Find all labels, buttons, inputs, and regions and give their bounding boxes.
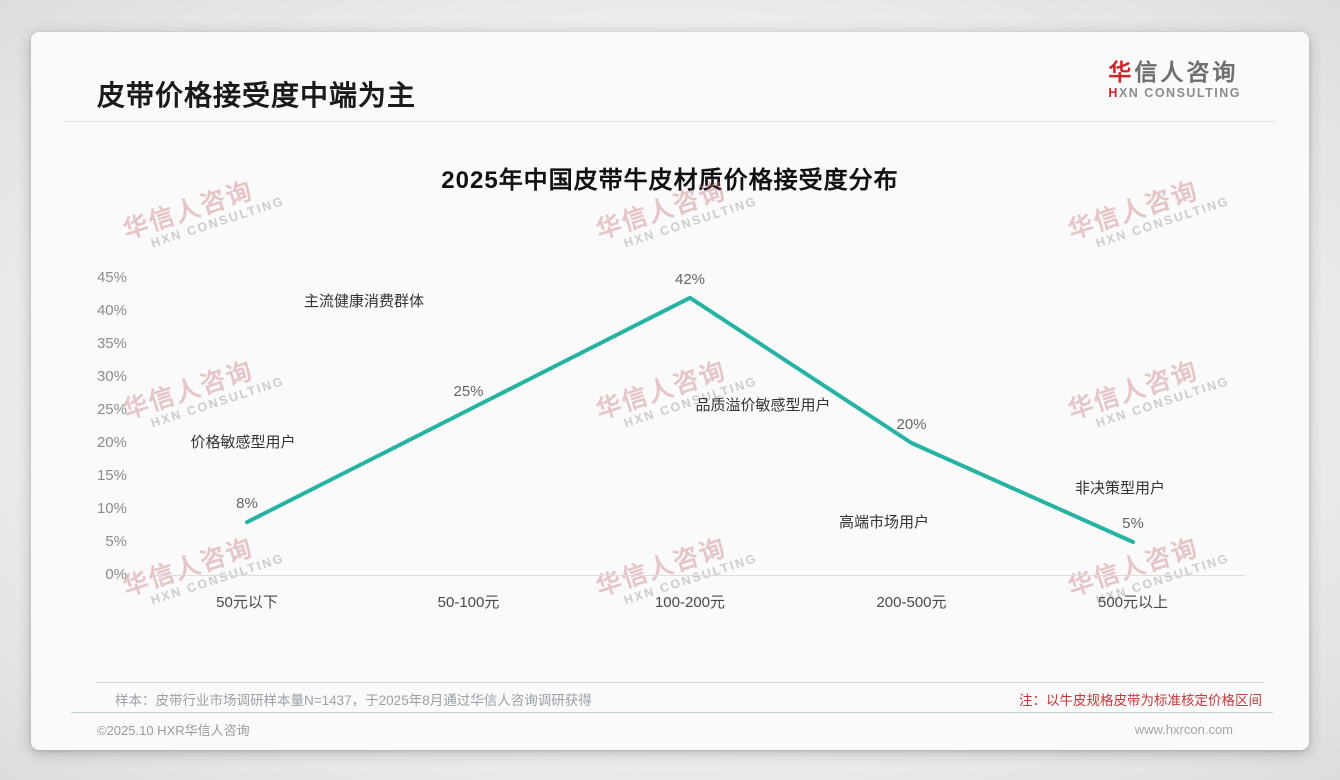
header-divider [63,121,1277,122]
y-axis-tick: 20% [96,434,127,451]
x-axis-label: 50-100元 [437,594,500,611]
watermark-cn: 华信人咨询 [1064,356,1202,425]
report-card: 皮带价格接受度中端为主 华信人咨询 HXN CONSULTING 2025年中国… [31,32,1309,750]
price-basis-note: 注：以牛皮规格皮带为标准核定价格区间 [1019,693,1262,708]
watermark-en: HXN CONSULTING [622,193,760,251]
footer-divider [71,712,1273,713]
data-label: 20% [896,416,927,433]
x-axis-label: 50元以下 [216,594,278,611]
notes-divider [95,682,1263,683]
logo-chinese-name: 华信人咨询 [1108,58,1241,86]
watermark-en: HXN CONSULTING [149,193,287,251]
logo-cn-rest: 信人咨询 [1134,59,1239,85]
y-axis-tick: 40% [96,302,127,319]
company-logo: 华信人咨询 HXN CONSULTING [1108,58,1241,101]
annotation: 主流健康消费群体 [303,293,424,310]
sample-note: 样本：皮带行业市场调研样本量N=1437，于2025年8月通过华信人咨询调研获得 [115,693,592,708]
watermark-en: HXN CONSULTING [1094,193,1232,251]
data-label: 42% [674,270,706,288]
line-chart [245,295,1135,544]
website-url: www.hxrcon.com [1134,722,1233,737]
data-line [245,295,1135,544]
x-axis-label: 500元以上 [1097,594,1169,611]
y-axis-tick: 30% [96,368,127,385]
annotation: 价格敏感型用户 [190,434,296,451]
y-axis-tick: 45% [96,269,127,286]
watermark: 华信人咨询 HXN CONSULTING [593,345,773,437]
watermark-cn: 华信人咨询 [592,533,730,602]
watermark-en: HXN CONSULTING [149,373,287,431]
watermark: 华信人咨询 HXN CONSULTING [1065,345,1245,437]
y-axis-tick: 5% [105,533,127,550]
y-axis-tick: 15% [96,467,127,484]
logo-english-name: HXN CONSULTING [1108,86,1241,101]
data-label: 8% [236,495,258,513]
logo-en-rest: XN CONSULTING [1118,86,1241,100]
data-label: 5% [1122,515,1144,532]
y-axis-tick: 10% [96,500,127,517]
watermark-en: HXN CONSULTING [1094,373,1232,431]
chart-title: 2025年中国皮带牛皮材质价格接受度分布 [441,167,899,194]
annotation: 非决策型用户 [1074,480,1165,497]
x-axis-line [155,575,1245,576]
watermark-cn: 华信人咨询 [1064,533,1202,602]
annotation: 品质溢价敏感型用户 [695,397,831,414]
x-axis-label: 200-500元 [876,594,947,611]
logo-cn-red-char: 华 [1108,59,1135,85]
y-axis-tick: 0% [105,566,127,583]
copyright-text: ©2025.10 HXR华信人咨询 [97,723,250,738]
annotation: 高端市场用户 [838,514,929,531]
watermark-cn: 华信人咨询 [119,533,257,602]
watermark: 华信人咨询 HXN CONSULTING [120,345,300,437]
data-label: 25% [453,383,484,400]
y-axis-tick: 35% [96,335,127,352]
logo-en-red-char: H [1108,86,1119,100]
watermark-cn: 华信人咨询 [119,356,257,425]
x-axis-label: 100-200元 [654,594,726,611]
y-axis-tick: 25% [96,401,127,418]
page-title: 皮带价格接受度中端为主 [97,80,417,111]
